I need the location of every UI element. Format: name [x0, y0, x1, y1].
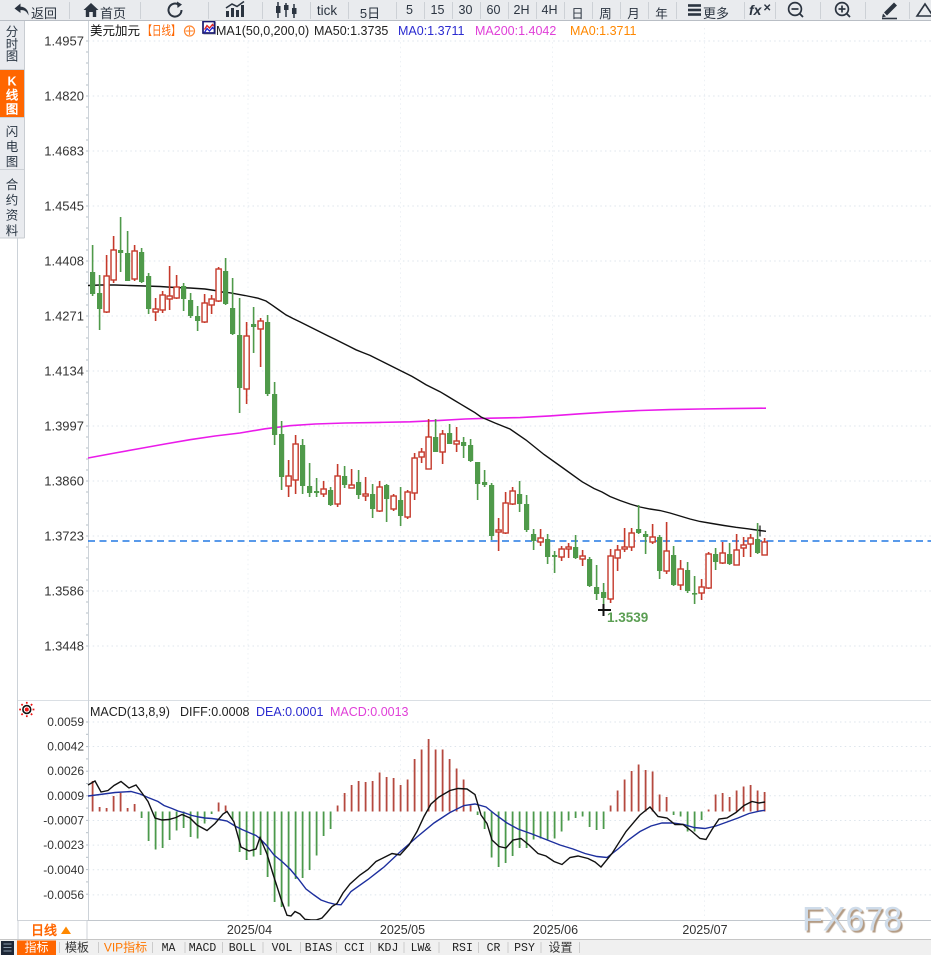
svg-text:1.4545: 1.4545	[44, 199, 84, 214]
svg-text:KDJ: KDJ	[378, 942, 399, 955]
svg-text:1.3723: 1.3723	[44, 529, 84, 544]
svg-text:线: 线	[6, 88, 19, 103]
svg-text:资: 资	[6, 209, 19, 223]
svg-text:2025/07: 2025/07	[682, 923, 727, 937]
svg-text:BOLL: BOLL	[229, 942, 257, 955]
svg-text:1.4271: 1.4271	[44, 309, 84, 324]
svg-text:-0.0007: -0.0007	[43, 814, 84, 828]
svg-text:约: 约	[6, 193, 19, 208]
svg-text:MACD: MACD	[189, 942, 217, 955]
svg-text:2025/06: 2025/06	[533, 923, 578, 937]
svg-text:VIP指标: VIP指标	[104, 940, 147, 955]
svg-text:0.0042: 0.0042	[47, 740, 84, 754]
svg-text:MACD:0.0013: MACD:0.0013	[330, 705, 409, 719]
svg-text:0.0009: 0.0009	[47, 789, 84, 803]
svg-text:DEA:0.0001: DEA:0.0001	[256, 705, 323, 719]
svg-text:0.0059: 0.0059	[47, 715, 84, 729]
svg-text:VOL: VOL	[272, 942, 293, 955]
svg-text:日线: 日线	[31, 923, 57, 938]
svg-text:分: 分	[6, 25, 19, 39]
svg-text:2025/05: 2025/05	[380, 923, 425, 937]
svg-text:料: 料	[6, 224, 19, 238]
svg-text:【日线】: 【日线】	[143, 24, 181, 38]
svg-text:时: 时	[6, 38, 19, 52]
svg-text:CCI: CCI	[344, 942, 365, 955]
svg-text:闪: 闪	[6, 125, 19, 139]
svg-text:MA: MA	[162, 942, 176, 955]
svg-text:RSI: RSI	[452, 942, 473, 955]
svg-text:0.0026: 0.0026	[47, 764, 84, 778]
svg-text:MACD(13,8,9): MACD(13,8,9)	[90, 705, 170, 719]
svg-text:1.4134: 1.4134	[44, 364, 84, 379]
svg-text:图: 图	[6, 155, 19, 169]
svg-text:FX678: FX678	[802, 901, 902, 939]
svg-text:1.3586: 1.3586	[44, 584, 84, 599]
svg-text:美元加元: 美元加元	[90, 24, 140, 38]
svg-text:CR: CR	[487, 942, 501, 955]
svg-text:2025/04: 2025/04	[227, 923, 272, 937]
svg-text:1.3997: 1.3997	[44, 419, 84, 434]
svg-text:BIAS: BIAS	[305, 942, 333, 955]
svg-text:图: 图	[6, 50, 19, 64]
svg-text:1.4683: 1.4683	[44, 144, 84, 159]
svg-text:-0.0023: -0.0023	[43, 838, 84, 852]
svg-text:1.3448: 1.3448	[44, 639, 84, 654]
svg-text:-0.0056: -0.0056	[43, 888, 84, 902]
svg-text:-0.0040: -0.0040	[43, 863, 84, 877]
svg-text:MA1(50,0,200,0): MA1(50,0,200,0)	[216, 24, 309, 38]
svg-text:LW&: LW&	[411, 942, 432, 955]
svg-text:1.4820: 1.4820	[44, 89, 84, 104]
svg-text:合: 合	[6, 177, 19, 192]
svg-text:MA50:1.3735: MA50:1.3735	[314, 24, 388, 38]
svg-text:1.3860: 1.3860	[44, 474, 84, 489]
svg-text:设置: 设置	[548, 941, 572, 955]
svg-text:1.4408: 1.4408	[44, 254, 84, 269]
svg-text:电: 电	[6, 140, 19, 154]
svg-text:K: K	[7, 75, 16, 89]
svg-text:1.3539: 1.3539	[607, 610, 648, 625]
svg-text:DIFF:0.0008: DIFF:0.0008	[180, 705, 250, 719]
svg-text:1.4957: 1.4957	[44, 34, 84, 49]
svg-text:指标: 指标	[24, 940, 48, 955]
svg-text:MA200:1.4042: MA200:1.4042	[475, 24, 556, 38]
svg-text:图: 图	[6, 103, 19, 117]
svg-text:模板: 模板	[65, 941, 89, 955]
svg-text:PSY: PSY	[514, 942, 535, 955]
svg-text:MA0:1.3711: MA0:1.3711	[398, 24, 465, 38]
svg-text:MA0:1.3711: MA0:1.3711	[570, 24, 637, 38]
